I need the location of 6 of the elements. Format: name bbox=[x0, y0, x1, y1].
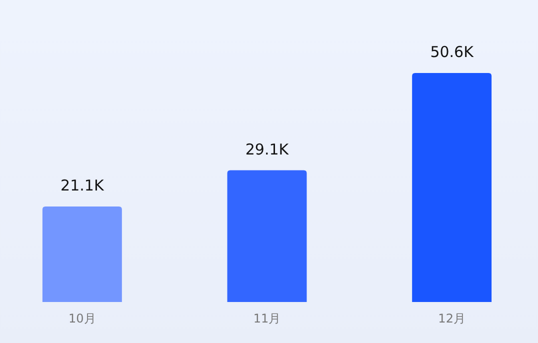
data-label: 29.1K bbox=[245, 140, 290, 158]
x-tick-label: 10月 bbox=[68, 312, 96, 326]
data-label: 50.6K bbox=[430, 43, 475, 61]
x-tick-label: 11月 bbox=[253, 312, 281, 326]
x-tick-label: 12月 bbox=[438, 312, 466, 326]
data-label: 21.1K bbox=[60, 176, 105, 195]
